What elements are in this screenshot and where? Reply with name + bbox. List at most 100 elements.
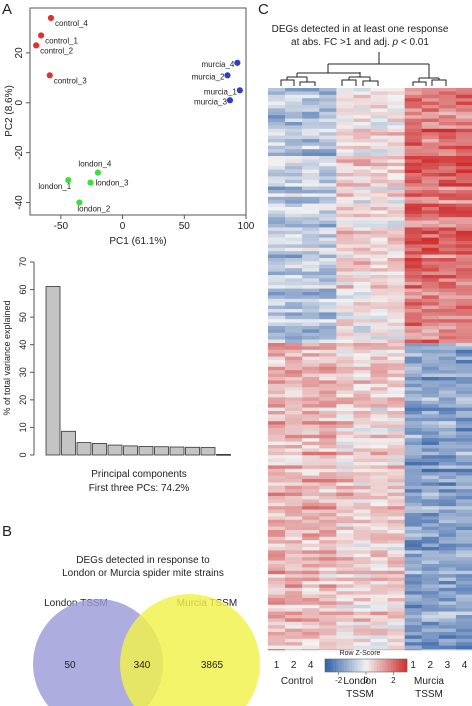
heat-cell-r48-c1 xyxy=(285,251,303,255)
heat-cell-r86-c3 xyxy=(319,380,337,385)
heat-cell-r12-c3 xyxy=(319,128,337,133)
heat-cell-r154-c2 xyxy=(302,611,320,616)
heat-cell-r75-c11 xyxy=(455,343,472,347)
heat-cell-r81-c3 xyxy=(319,363,337,368)
heat-cell-r81-c9 xyxy=(421,363,440,368)
heat-cell-r46-c11 xyxy=(455,244,472,249)
heat-cell-r77-c2 xyxy=(302,349,320,354)
heat-cell-r138-c7 xyxy=(387,557,405,561)
heat-cell-r115-c6 xyxy=(370,479,388,483)
heat-cell-r118-c4 xyxy=(336,489,354,493)
heat-cell-r40-c6 xyxy=(370,224,388,228)
heat-cell-r17-c0 xyxy=(268,145,286,150)
heat-cell-r56-c11 xyxy=(455,278,472,283)
heat-cell-r160-c7 xyxy=(387,632,405,636)
heat-cell-r132-c0 xyxy=(268,536,286,541)
heat-cell-r68-c1 xyxy=(285,319,303,323)
heat-cell-r133-c1 xyxy=(285,540,303,544)
heat-cell-r27-c9 xyxy=(421,179,440,184)
heat-cell-r142-c3 xyxy=(319,570,337,575)
heat-cell-r42-c6 xyxy=(370,230,388,235)
heat-cell-r63-c5 xyxy=(353,302,371,306)
heat-cell-r129-c7 xyxy=(387,526,405,531)
heat-cell-r130-c6 xyxy=(370,530,388,534)
heat-cell-r106-c7 xyxy=(387,448,405,453)
heat-cell-r153-c9 xyxy=(421,608,440,612)
heat-cell-r52-c4 xyxy=(336,264,354,269)
bar-y-tick-label-2: 20 xyxy=(18,395,28,405)
heat-cell-r38-c7 xyxy=(387,217,405,221)
heat-cell-r76-c6 xyxy=(370,346,388,351)
heat-cell-r26-c3 xyxy=(319,176,337,181)
heat-cell-r123-c3 xyxy=(319,506,337,510)
heat-cell-r118-c2 xyxy=(302,489,320,493)
heat-cell-r61-c0 xyxy=(268,295,286,300)
heat-cell-r2-c8 xyxy=(404,94,423,99)
heat-cell-r77-c0 xyxy=(268,349,286,354)
heat-cell-r126-c2 xyxy=(302,516,320,521)
heat-cell-r88-c7 xyxy=(387,387,405,391)
heat-cell-r119-c0 xyxy=(268,492,286,497)
heat-cell-r36-c2 xyxy=(302,210,320,215)
heat-cell-r100-c4 xyxy=(336,428,354,432)
heat-cell-r61-c11 xyxy=(455,295,472,300)
heat-cell-r67-c7 xyxy=(387,315,405,320)
heat-cell-r74-c10 xyxy=(438,339,457,344)
heat-cell-r1-c6 xyxy=(370,91,388,96)
heat-cell-r62-c5 xyxy=(353,298,371,303)
heat-cell-r73-c3 xyxy=(319,336,337,340)
heat-cell-r98-c10 xyxy=(438,421,457,425)
heat-cell-r91-c7 xyxy=(387,397,405,402)
heat-cell-r106-c6 xyxy=(370,448,388,453)
heat-cell-r107-c3 xyxy=(319,451,337,456)
heat-cell-r152-c5 xyxy=(353,604,371,609)
heat-cell-r92-c9 xyxy=(421,400,440,405)
heat-cell-r82-c2 xyxy=(302,366,320,371)
heat-cell-r149-c1 xyxy=(285,594,303,599)
pca-y-tick-label-3: 20 xyxy=(14,47,25,59)
heat-cell-r23-c8 xyxy=(404,166,423,170)
heat-cell-r133-c6 xyxy=(370,540,388,544)
heat-cell-r69-c3 xyxy=(319,322,337,327)
heat-cell-r31-c9 xyxy=(421,193,440,198)
heat-cell-r13-c7 xyxy=(387,132,405,136)
heat-cell-r106-c3 xyxy=(319,448,337,453)
venn-title-line-1: DEGs detected in response to xyxy=(76,555,210,566)
heat-cell-r73-c7 xyxy=(387,336,405,340)
heat-cell-r67-c10 xyxy=(438,315,457,320)
heat-cell-r59-c7 xyxy=(387,288,405,293)
heat-cell-r72-c1 xyxy=(285,332,303,337)
heat-cell-r124-c3 xyxy=(319,509,337,514)
heat-cell-r121-c4 xyxy=(336,499,354,504)
heat-cell-r144-c11 xyxy=(455,577,472,582)
heat-cell-r151-c3 xyxy=(319,601,337,606)
heat-cell-r21-c11 xyxy=(455,159,472,164)
heat-cell-r81-c0 xyxy=(268,363,286,368)
heat-cell-r123-c0 xyxy=(268,506,286,510)
heat-cell-r9-c8 xyxy=(404,118,423,123)
heat-cell-r145-c10 xyxy=(438,581,457,585)
heat-cell-r134-c0 xyxy=(268,543,286,548)
heat-cell-r4-c7 xyxy=(387,101,405,106)
heat-cell-r88-c8 xyxy=(404,387,423,391)
heat-cell-r135-c4 xyxy=(336,547,354,551)
heat-cell-r31-c8 xyxy=(404,193,423,198)
heat-cell-r132-c9 xyxy=(421,536,440,541)
heat-cell-r49-c2 xyxy=(302,254,320,259)
heat-cell-r117-c5 xyxy=(353,485,371,490)
heat-cell-r155-c6 xyxy=(370,615,388,619)
heat-cell-r77-c7 xyxy=(387,349,405,354)
heat-cell-r88-c2 xyxy=(302,387,320,391)
heat-cell-r102-c7 xyxy=(387,434,405,439)
heat-cell-r71-c3 xyxy=(319,329,337,334)
heat-cell-r46-c3 xyxy=(319,244,337,249)
heat-cell-r15-c10 xyxy=(438,139,457,143)
heat-cell-r3-c1 xyxy=(285,98,303,102)
heat-cell-r5-c8 xyxy=(404,105,423,109)
heat-cell-r160-c11 xyxy=(455,632,472,636)
heat-cell-r121-c2 xyxy=(302,499,320,504)
heat-cell-r2-c3 xyxy=(319,94,337,99)
heat-cell-r148-c10 xyxy=(438,591,457,595)
heat-cell-r14-c4 xyxy=(336,135,354,140)
heat-cell-r135-c5 xyxy=(353,547,371,551)
